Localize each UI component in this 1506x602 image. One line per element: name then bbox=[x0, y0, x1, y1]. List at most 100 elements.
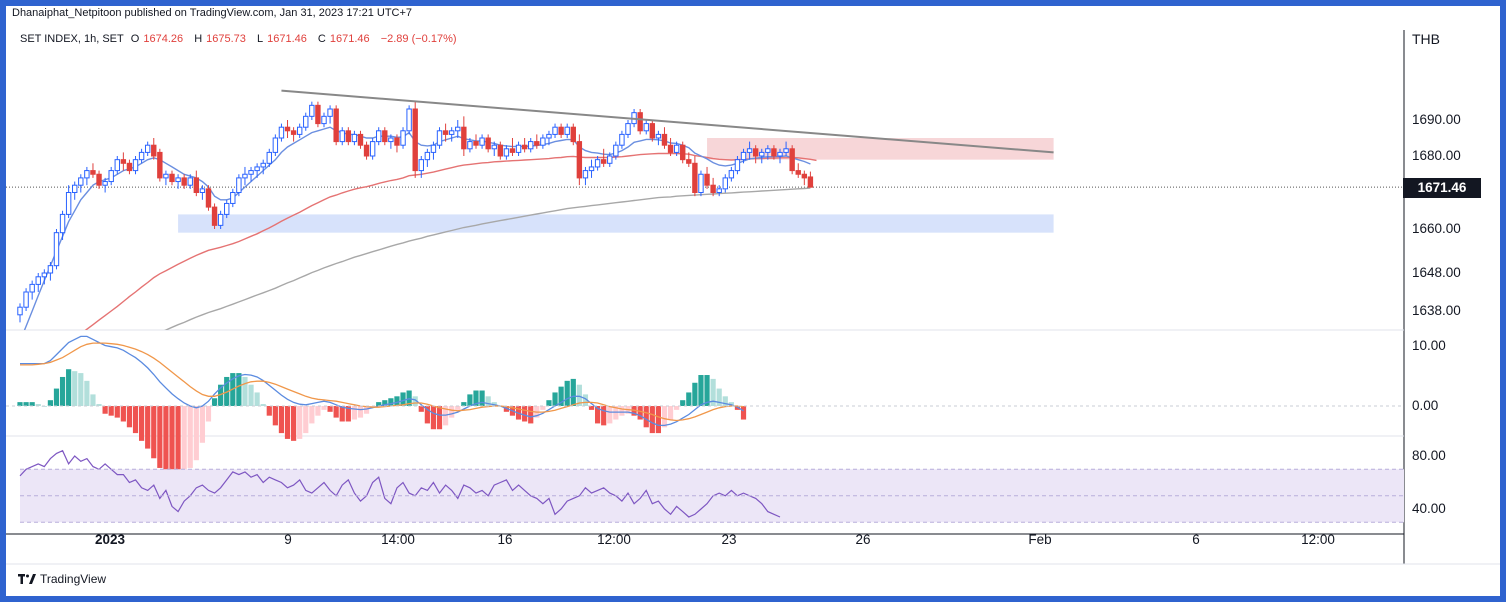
candle-body bbox=[144, 144, 151, 153]
candle bbox=[333, 105, 339, 146]
candle bbox=[315, 101, 321, 128]
candle-body bbox=[151, 144, 157, 157]
currency-label[interactable]: THB bbox=[1412, 31, 1440, 47]
candle bbox=[783, 141, 789, 156]
candle-body bbox=[473, 141, 479, 146]
time-tick-label: 16 bbox=[497, 532, 513, 547]
legend-close: 1671.46 bbox=[329, 33, 370, 45]
candle bbox=[704, 166, 710, 189]
macd-histogram-bar bbox=[23, 402, 29, 406]
candle bbox=[84, 166, 90, 186]
macd-histogram-bar bbox=[522, 406, 528, 422]
candle bbox=[72, 181, 78, 200]
macd-line bbox=[20, 335, 744, 427]
macd-histogram-bar bbox=[436, 406, 443, 430]
candle bbox=[534, 134, 540, 149]
candle-body bbox=[29, 283, 35, 293]
candle bbox=[96, 170, 102, 189]
macd-histogram-bar bbox=[564, 380, 570, 406]
candle-body bbox=[406, 108, 412, 132]
macd-histogram-bar bbox=[418, 406, 424, 412]
candle-body bbox=[534, 141, 540, 146]
candle-body bbox=[607, 155, 613, 164]
candle-body bbox=[376, 130, 382, 143]
candle-body bbox=[41, 272, 48, 278]
candle bbox=[90, 163, 96, 178]
candle-body bbox=[284, 126, 291, 132]
candle-body bbox=[619, 133, 625, 146]
candle bbox=[17, 303, 23, 323]
candle bbox=[625, 120, 631, 138]
macd-histogram-bar bbox=[473, 390, 479, 406]
macd-histogram-bar bbox=[291, 406, 297, 441]
macd-histogram-bar bbox=[47, 400, 53, 406]
candle-body bbox=[339, 130, 345, 143]
candle bbox=[789, 145, 795, 175]
candle bbox=[126, 159, 133, 175]
macd-pane bbox=[17, 335, 747, 476]
macd-histogram-bar bbox=[728, 402, 734, 406]
candle bbox=[528, 138, 534, 153]
candle bbox=[108, 166, 114, 186]
candle-body bbox=[673, 144, 680, 153]
candle-body bbox=[436, 130, 443, 146]
legend-low-label: L bbox=[256, 33, 264, 45]
macd-histogram-bar bbox=[570, 378, 576, 406]
candle bbox=[327, 105, 333, 124]
candle bbox=[296, 123, 303, 138]
candle-body bbox=[351, 133, 358, 143]
tradingview-brand[interactable]: TradingView bbox=[18, 572, 106, 586]
ohlc-legend: SET INDEX, 1h, SET O 1674.26 H 1675.73 L 16… bbox=[20, 33, 461, 45]
candle-body bbox=[418, 159, 424, 172]
macd-tick-label: 0.00 bbox=[1412, 398, 1439, 413]
candle bbox=[807, 171, 814, 188]
candle-body bbox=[625, 123, 631, 135]
candle-body bbox=[588, 166, 595, 172]
macd-histogram-bar bbox=[698, 375, 704, 406]
support-zone bbox=[178, 214, 1054, 233]
candle bbox=[169, 170, 175, 186]
macd-histogram-bar bbox=[558, 386, 564, 406]
candle-body bbox=[448, 130, 455, 135]
macd-histogram-bar bbox=[169, 406, 175, 476]
candle-body bbox=[217, 213, 224, 226]
macd-histogram-bar bbox=[102, 406, 108, 414]
candle-body bbox=[692, 162, 698, 194]
candle-body bbox=[467, 141, 473, 150]
candle-body bbox=[558, 126, 564, 135]
macd-histogram-bar bbox=[388, 398, 394, 406]
candle-body bbox=[187, 177, 193, 186]
candle bbox=[193, 170, 200, 197]
candle-body bbox=[382, 130, 388, 143]
macd-histogram-bar bbox=[278, 406, 285, 434]
candle-body bbox=[102, 181, 108, 186]
candles bbox=[17, 101, 814, 323]
macd-histogram-bar bbox=[582, 394, 589, 406]
macd-histogram-bar bbox=[692, 382, 698, 406]
macd-histogram-bar bbox=[90, 394, 96, 406]
candle bbox=[686, 152, 692, 167]
macd-histogram-bar bbox=[193, 406, 199, 461]
candle bbox=[771, 145, 777, 160]
candle-body bbox=[163, 173, 169, 179]
macd-histogram-bar bbox=[540, 406, 546, 410]
macd-histogram-bar bbox=[284, 406, 291, 439]
candle bbox=[369, 138, 376, 160]
candle-body bbox=[138, 151, 145, 161]
macd-histogram-bar bbox=[260, 404, 266, 406]
candle bbox=[716, 185, 722, 197]
candle bbox=[503, 145, 510, 160]
candle bbox=[479, 134, 485, 149]
candle bbox=[120, 152, 127, 171]
candle bbox=[600, 148, 607, 167]
macd-histogram-bar bbox=[588, 406, 595, 410]
candle bbox=[376, 127, 382, 146]
candle-body bbox=[84, 170, 90, 179]
candle bbox=[418, 156, 424, 178]
rsi-line bbox=[19, 449, 781, 518]
candle-body bbox=[132, 159, 139, 172]
candle-body bbox=[193, 177, 200, 193]
time-tick-label: 26 bbox=[855, 532, 871, 547]
time-tick-label: 23 bbox=[721, 532, 737, 547]
